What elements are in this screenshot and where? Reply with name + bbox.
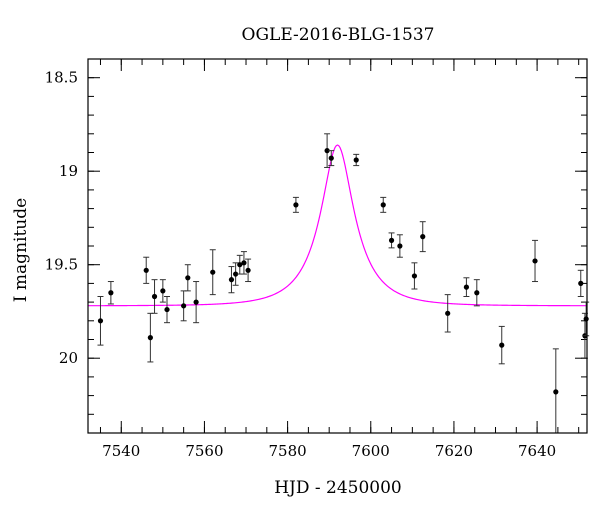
data-point [236, 254, 243, 275]
data-point [184, 264, 191, 292]
data-point [328, 150, 335, 167]
y-tick-label: 20 [59, 349, 78, 367]
point-marker [151, 293, 158, 300]
point-marker [97, 318, 104, 324]
point-marker [411, 273, 418, 279]
data-point [444, 294, 451, 333]
data-point [228, 266, 235, 294]
point-marker [388, 237, 395, 243]
data-point [463, 277, 470, 297]
x-tick-label: 7560 [185, 442, 223, 460]
point-marker [583, 316, 589, 322]
point-marker [228, 277, 235, 283]
chart-title: OGLE-2016-BLG-1537 [242, 25, 435, 45]
data-point [143, 256, 150, 284]
point-marker [185, 275, 191, 281]
point-marker [380, 202, 386, 208]
point-marker [499, 342, 505, 348]
data-point [180, 290, 187, 322]
x-tick-label: 7540 [102, 442, 140, 460]
point-marker [532, 258, 538, 264]
point-marker [553, 389, 559, 395]
data-point [324, 133, 331, 168]
data-points-group [97, 133, 590, 433]
point-marker [324, 148, 330, 154]
data-point [532, 239, 539, 283]
point-marker [108, 290, 114, 296]
data-point [353, 153, 360, 167]
data-point [577, 269, 584, 297]
data-point [151, 279, 158, 314]
point-marker [578, 280, 584, 286]
x-axis-label: HJD - 2450000 [274, 478, 402, 498]
data-point [159, 279, 166, 303]
data-point [240, 251, 247, 275]
point-marker [147, 335, 153, 341]
data-point [473, 279, 480, 307]
point-marker [245, 267, 251, 273]
data-point [396, 234, 403, 258]
point-marker [160, 288, 166, 294]
data-point [411, 262, 418, 290]
point-marker [445, 310, 451, 316]
point-marker [397, 243, 403, 249]
tick-labels: 7540 7560 7580 7600 7620 7640 18.5 19 19.5 20 [45, 69, 557, 460]
data-point [419, 221, 426, 253]
x-tick-label: 7600 [352, 442, 390, 460]
point-marker [164, 306, 170, 313]
data-point [209, 249, 216, 296]
axis-ticks [88, 58, 587, 434]
point-marker [328, 155, 334, 161]
x-tick-label: 7580 [269, 442, 307, 460]
data-point [498, 325, 505, 365]
data-point [292, 196, 299, 213]
y-axis-label: I magnitude [11, 198, 31, 302]
data-point [107, 281, 114, 305]
plot-frame [87, 58, 588, 434]
data-point [193, 281, 200, 324]
point-marker [463, 284, 470, 290]
data-point [380, 196, 387, 213]
x-tick-label: 7620 [435, 442, 473, 460]
data-point [388, 232, 395, 249]
y-tick-label: 18.5 [45, 69, 78, 87]
point-marker [181, 303, 187, 309]
point-marker [193, 299, 199, 305]
model-curve-group [87, 144, 588, 307]
point-marker [241, 260, 247, 266]
data-point [147, 312, 154, 363]
point-marker [233, 271, 239, 277]
data-point [245, 258, 252, 283]
point-marker [474, 290, 480, 296]
data-point [164, 295, 171, 324]
x-tick-label: 7640 [518, 442, 556, 460]
point-marker [237, 262, 243, 268]
model-curve [87, 144, 588, 307]
point-marker [143, 267, 149, 273]
point-marker [293, 202, 299, 208]
data-point [583, 301, 590, 337]
point-marker [420, 234, 426, 240]
y-tick-label: 19.5 [45, 256, 78, 274]
y-tick-label: 19 [59, 162, 78, 180]
data-point [232, 262, 239, 286]
data-point [97, 295, 104, 346]
data-point [552, 348, 559, 433]
point-marker [353, 157, 359, 163]
point-marker [210, 269, 216, 275]
